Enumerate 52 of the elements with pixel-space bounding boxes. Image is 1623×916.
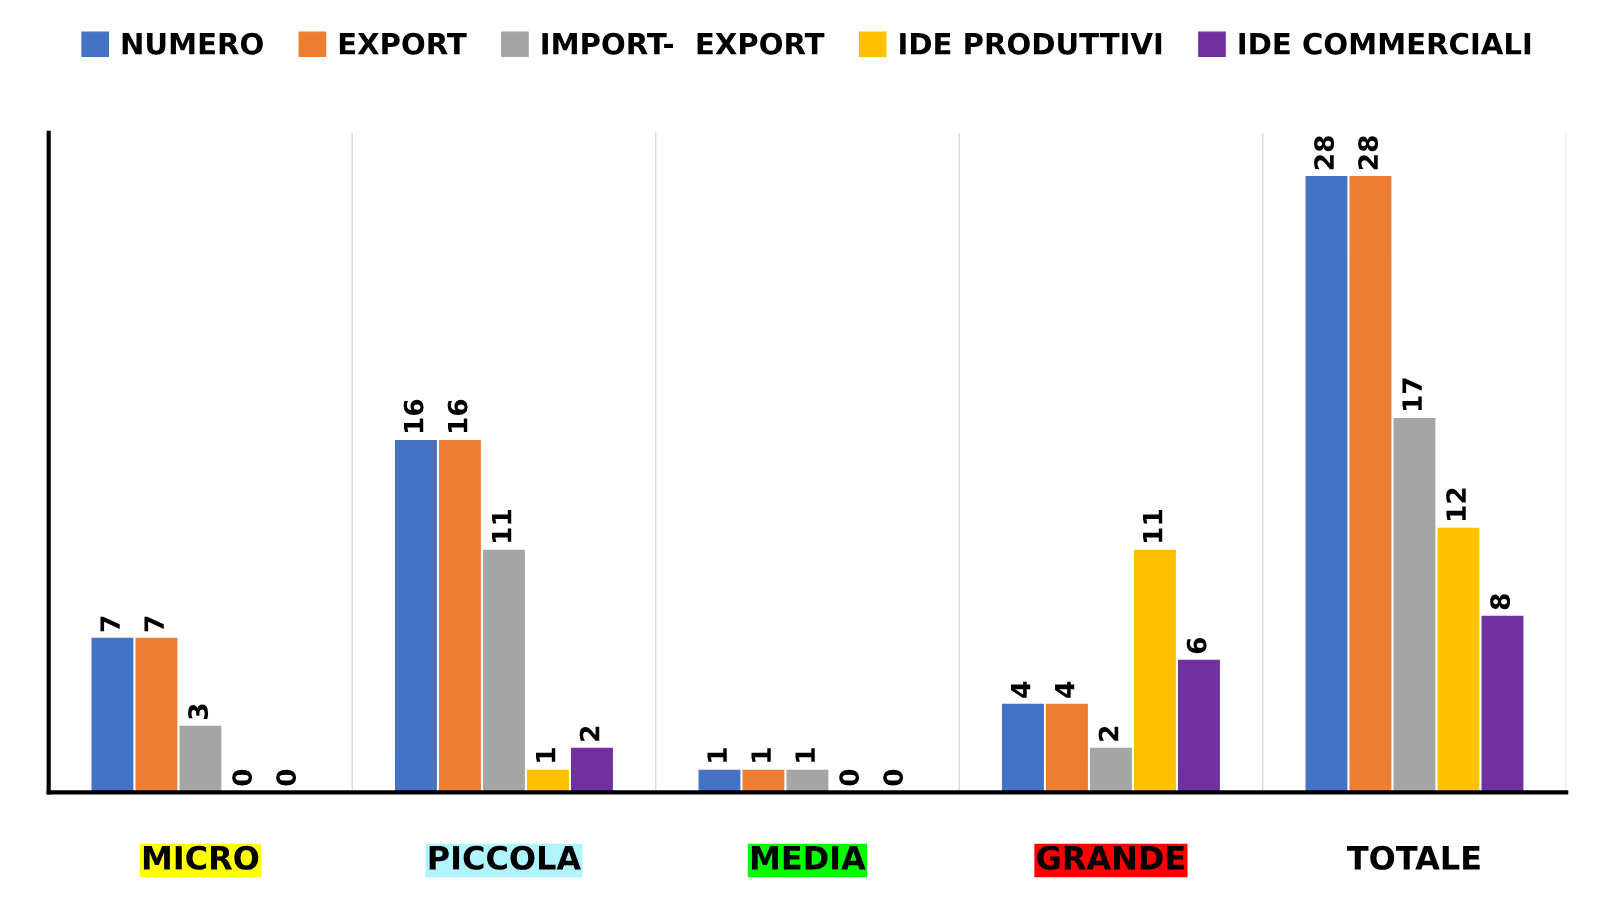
x-tick-label: MICRO	[143, 845, 259, 870]
bar	[179, 725, 222, 793]
data-label: 16	[403, 399, 424, 433]
bar	[1090, 747, 1132, 793]
data-label: 17	[1402, 378, 1422, 411]
data-label: 11	[491, 510, 512, 542]
data-label: 1	[707, 748, 727, 762]
data-label: 16	[447, 399, 468, 433]
legend-label: IDE PRODUTTIVI	[900, 32, 1162, 55]
data-label: 28	[1314, 136, 1335, 170]
bar	[1001, 703, 1044, 793]
data-label: 0	[839, 769, 860, 786]
data-label: 4	[1054, 681, 1075, 698]
x-tick-label: PICCOLA	[429, 845, 581, 870]
bar	[1045, 703, 1088, 793]
legend-label: IMPORT- EXPORT	[542, 32, 825, 55]
data-label: 12	[1446, 488, 1466, 520]
legend-label: NUMERO	[122, 32, 263, 55]
bar	[1305, 176, 1348, 793]
data-label: 8	[1490, 594, 1511, 610]
data-label: 7	[144, 616, 164, 632]
x-tick-label: MEDIA	[752, 846, 866, 870]
bar	[438, 439, 481, 793]
bar	[1349, 176, 1392, 793]
x-tick-label: GRANDE	[1037, 845, 1184, 870]
data-label: 0	[883, 769, 904, 786]
data-label: 3	[188, 704, 209, 720]
bar	[394, 439, 437, 793]
data-label: 1	[535, 748, 556, 762]
data-label: 4	[1010, 681, 1031, 698]
data-label: 28	[1358, 136, 1379, 170]
x-tick-label: TOTALE	[1347, 845, 1480, 870]
bar	[1437, 527, 1480, 793]
bar	[1481, 615, 1524, 793]
bar	[1393, 417, 1436, 793]
bar	[135, 637, 178, 793]
legend-label: EXPORT	[339, 32, 467, 55]
data-label: 2	[1098, 726, 1119, 741]
data-label: 0	[276, 769, 297, 786]
data-label: 7	[100, 616, 120, 632]
bar	[91, 637, 134, 793]
data-label: 2	[579, 726, 600, 741]
data-label: 1	[751, 748, 771, 762]
data-label: 1	[795, 748, 815, 762]
bar	[483, 549, 525, 793]
bar	[1178, 659, 1220, 793]
data-label: 6	[1186, 637, 1207, 654]
bar	[571, 747, 613, 793]
data-label: 11	[1142, 510, 1163, 542]
bar	[1134, 549, 1176, 793]
legend-label: IDE COMMERCIALI	[1239, 32, 1531, 55]
data-label: 0	[232, 769, 253, 786]
